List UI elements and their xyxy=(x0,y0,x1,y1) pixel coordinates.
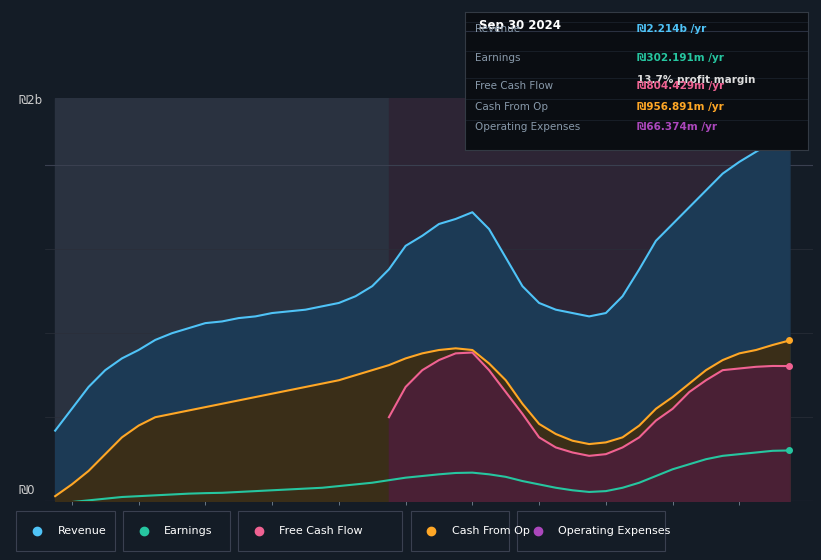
Text: ₪804.429m /yr: ₪804.429m /yr xyxy=(636,81,723,91)
Text: ₪2b: ₪2b xyxy=(18,94,42,108)
Bar xyxy=(238,511,402,551)
Text: Operating Expenses: Operating Expenses xyxy=(558,526,671,536)
Text: Earnings: Earnings xyxy=(475,53,521,63)
Text: Cash From Op: Cash From Op xyxy=(452,526,530,536)
Text: Free Cash Flow: Free Cash Flow xyxy=(279,526,363,536)
Text: Free Cash Flow: Free Cash Flow xyxy=(475,81,553,91)
Text: ₪0: ₪0 xyxy=(18,483,34,497)
Text: Revenue: Revenue xyxy=(475,25,521,34)
Bar xyxy=(123,511,230,551)
Text: Sep 30 2024: Sep 30 2024 xyxy=(479,19,561,32)
Text: 13.7% profit margin: 13.7% profit margin xyxy=(636,76,754,86)
Text: ₪66.374m /yr: ₪66.374m /yr xyxy=(636,123,717,132)
Bar xyxy=(55,98,389,501)
Bar xyxy=(389,98,790,501)
Text: ₪2.214b /yr: ₪2.214b /yr xyxy=(636,25,706,34)
Text: Revenue: Revenue xyxy=(57,526,106,536)
Text: ₪302.191m /yr: ₪302.191m /yr xyxy=(636,53,723,63)
Bar xyxy=(517,511,665,551)
Text: Earnings: Earnings xyxy=(164,526,213,536)
Bar xyxy=(16,511,115,551)
Text: Cash From Op: Cash From Op xyxy=(475,102,548,111)
Text: ₪956.891m /yr: ₪956.891m /yr xyxy=(636,102,723,111)
Text: Operating Expenses: Operating Expenses xyxy=(475,123,580,132)
Bar xyxy=(410,511,509,551)
